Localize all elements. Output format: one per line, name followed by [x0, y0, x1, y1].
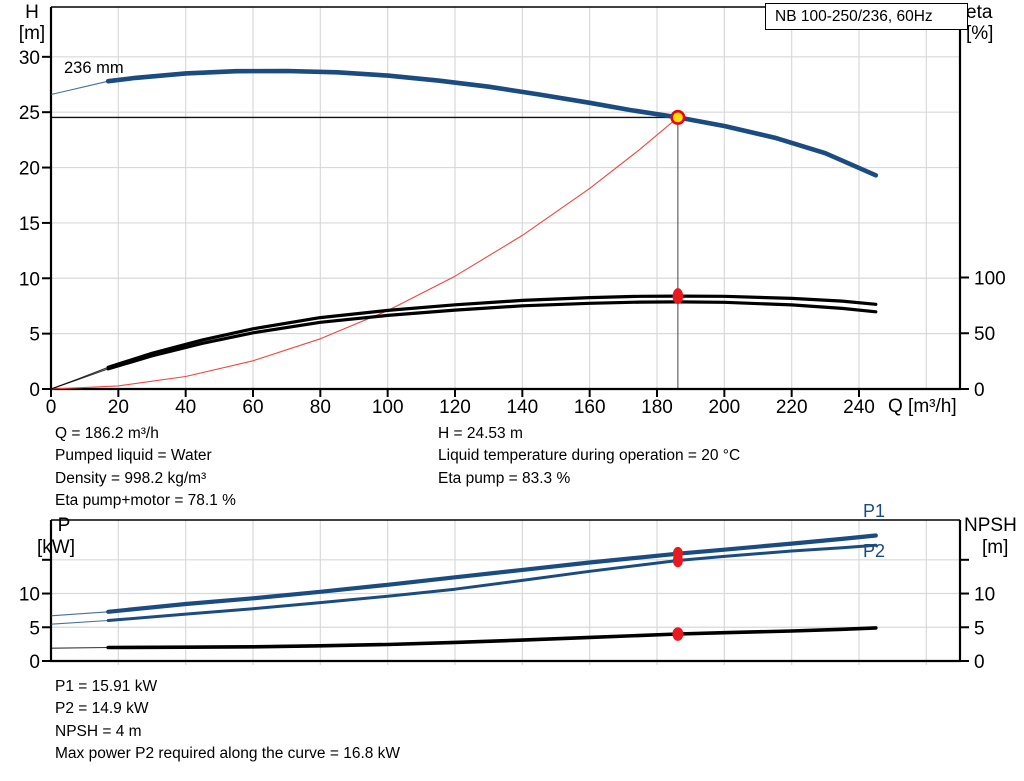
info-p1: P1 = 15.91 kW — [55, 678, 158, 695]
bottom-left-axis-unit: [kW] — [37, 537, 75, 558]
eta-pump-curve — [106, 294, 878, 369]
p1-power-curve-lead-in — [50, 611, 109, 617]
tick-label-right: 10 — [974, 585, 995, 606]
impeller-size-label: 236 mm — [64, 59, 124, 77]
system-resistance-curve — [50, 116, 679, 390]
bottom-chart: 0 5 10 0 5 10 — [19, 519, 995, 673]
top-left-axis-unit: [m] — [18, 23, 46, 44]
tick-label-bottom: 120 — [439, 397, 471, 418]
tick-label-left: 5 — [29, 325, 40, 346]
top-right-axis-title: eta — [966, 2, 993, 23]
info-max-power: Max power P2 required along the curve = … — [55, 744, 401, 762]
tick-label-bottom: 100 — [372, 397, 404, 418]
head-curve-236mm — [105, 68, 879, 178]
eta-pump-plus-motor-curve — [106, 300, 878, 371]
npsh-duty-dot — [672, 627, 684, 641]
tick-label-left: 5 — [29, 618, 40, 639]
tick-label-left: 0 — [29, 652, 40, 673]
info-eta-pump-motor: Eta pump+motor = 78.1 % — [55, 491, 236, 509]
bottom-right-axis-unit: [m] — [982, 537, 1009, 558]
tick-label-bottom: 220 — [776, 397, 808, 418]
bottom-right-axis-title: NPSH — [964, 515, 1017, 536]
top-left-axis-title: H — [25, 2, 39, 23]
tick-label-left: 0 — [29, 380, 40, 401]
tick-label-bottom: 200 — [708, 397, 740, 418]
tick-label-right: 0 — [974, 380, 985, 401]
info-density: Density = 998.2 kg/m³ — [55, 469, 207, 487]
info-npsh: NPSH = 4 m — [55, 722, 142, 740]
pump-type-title-box: NB 100-250/236, 60Hz — [765, 3, 968, 30]
info-eta-pump: Eta pump = 83.3 % — [438, 469, 571, 487]
tick-label-left: 15 — [19, 214, 40, 235]
tick-label-right: 50 — [974, 324, 995, 345]
duty-point-marker — [670, 109, 686, 125]
info-q: Q = 186.2 m³/h — [55, 425, 159, 442]
top-right-axis-unit: [%] — [966, 23, 994, 44]
power-info-block: P1 = 15.91 kW P2 = 14.9 kW NPSH = 4 m Ma… — [55, 676, 400, 765]
tick-label-bottom: 60 — [242, 397, 263, 418]
tick-label-right: 5 — [974, 618, 985, 639]
info-liquid-temperature: Liquid temperature during operation = 20… — [438, 447, 741, 465]
tick-label-bottom: 80 — [310, 397, 331, 418]
tick-label-right: 100 — [974, 268, 1006, 289]
tick-label-right: 0 — [974, 652, 985, 673]
tick-label-bottom: 0 — [46, 397, 57, 418]
p2-curve-label: P2 — [863, 541, 885, 561]
tick-label-left: 10 — [19, 269, 40, 290]
head-curve-236mm-lead-in — [50, 80, 109, 96]
p1-power-curve — [106, 533, 878, 614]
tick-label-left: 30 — [19, 48, 40, 69]
tick-label-bottom: 140 — [506, 397, 538, 418]
top-chart: 0 5 10 15 20 25 30 0 50 100 0 20 40 60 80 100 120 140 160 1… — [19, 6, 1006, 418]
bottom-left-axis-title: P — [57, 515, 71, 536]
p2-duty-dot — [672, 553, 683, 568]
tick-label-bottom: 240 — [843, 397, 875, 418]
duty-info-column-2: H = 24.53 m Liquid temperature during op… — [438, 423, 740, 490]
p2-power-curve — [106, 543, 878, 622]
duty-info-column-1: Q = 186.2 m³/h Pumped liquid = Water Den… — [55, 423, 236, 512]
npsh-curve — [106, 626, 878, 650]
info-p2: P2 = 14.9 kW — [55, 700, 149, 718]
tick-label-bottom: 180 — [641, 397, 673, 418]
info-h: H = 24.53 m — [438, 425, 523, 442]
tick-label-bottom: 40 — [175, 397, 196, 418]
tick-label-left: 20 — [19, 159, 40, 180]
x-axis-unit-label: Q [m³/h] — [888, 396, 957, 417]
eta-pump-plus-motor-curve-lead-in — [50, 368, 109, 390]
tick-label-left: 25 — [19, 103, 40, 124]
p2-power-curve-lead-in — [50, 619, 109, 625]
p1-curve-label: P1 — [863, 501, 885, 521]
info-pumped-liquid: Pumped liquid = Water — [55, 447, 212, 465]
tick-label-left: 10 — [19, 585, 40, 606]
eta-duty-dot — [672, 288, 684, 305]
tick-label-bottom: 20 — [108, 397, 129, 418]
tick-label-bottom: 160 — [574, 397, 606, 418]
npsh-curve-lead-in — [50, 646, 109, 649]
